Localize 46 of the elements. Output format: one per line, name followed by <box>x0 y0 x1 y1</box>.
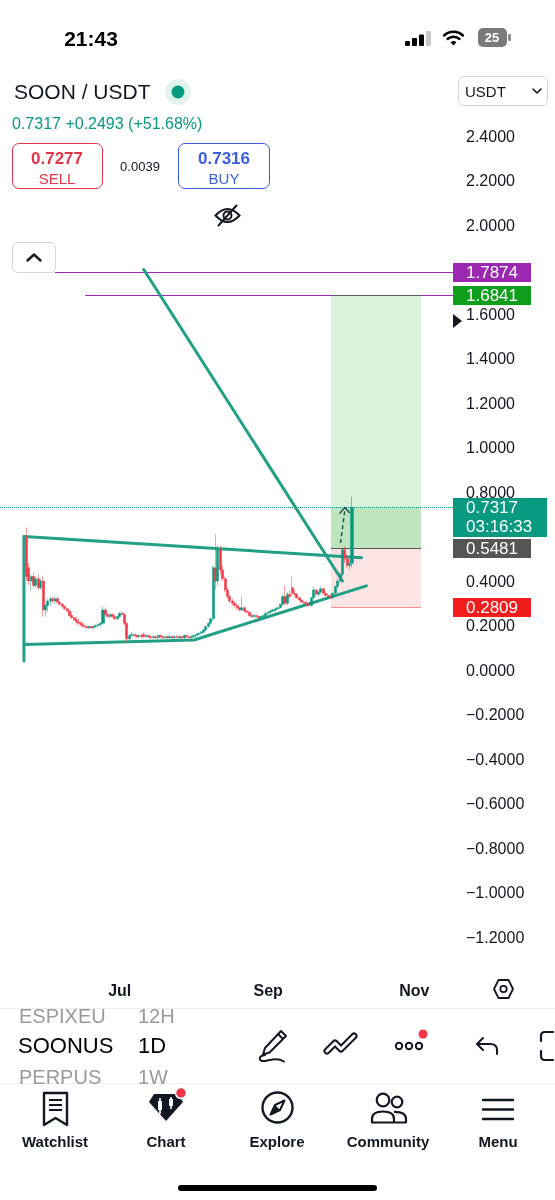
text: Community <box>346 1132 430 1150</box>
y-tick-label: −1.0000 <box>466 884 525 901</box>
text: 1W <box>138 1066 168 1088</box>
ref-line-label: 0.2809 <box>453 597 531 617</box>
text: 21:43 <box>64 26 118 50</box>
annotation: SELL <box>38 169 76 187</box>
y-tick-label: 0.0000 <box>466 661 516 679</box>
annotation: 0.7277 <box>31 148 83 168</box>
text: Watchlist <box>21 1132 89 1150</box>
y-tick-label: 1.6000 <box>466 305 516 323</box>
ref-line-label: 0.5481 <box>453 538 531 558</box>
text: Menu <box>478 1132 518 1150</box>
text: 03:16:33 <box>453 516 547 537</box>
y-tick-label: 1.0000 <box>466 439 516 456</box>
y-tick-label: 1.2000 <box>466 394 516 412</box>
x-tick-label: Nov <box>399 981 430 999</box>
y-tick-label: −0.6000 <box>466 795 525 812</box>
y-tick-label: −0.4000 <box>466 750 525 768</box>
y-tick-label: −0.8000 <box>466 839 525 857</box>
y-tick-label: 2.2000 <box>466 172 516 189</box>
x-tick-label: Sep <box>253 981 284 999</box>
y-tick-label: 1.4000 <box>466 350 516 367</box>
text: SOONUS <box>18 1033 114 1058</box>
ref-line-label: 1.6841 <box>453 285 531 305</box>
y-tick-label: 0.2000 <box>466 617 516 634</box>
text: USDT <box>465 82 506 100</box>
chart-subtitle: 0.7317 +0.2493 (+51.68%) <box>12 115 203 132</box>
text: 12H <box>138 1005 175 1027</box>
ref-line-label: 1.7874 <box>453 262 531 282</box>
text: Explore <box>249 1132 305 1150</box>
text: PERPUS <box>19 1066 102 1088</box>
y-tick-label: 2.0000 <box>466 216 516 234</box>
annotation: 0.0039 <box>120 158 160 174</box>
annotation: BUY <box>208 169 240 187</box>
text: 1D <box>138 1033 167 1058</box>
ref-line-label: 0.7317 <box>453 497 547 517</box>
x-tick-label: Jul <box>108 981 132 999</box>
y-tick-label: −1.2000 <box>466 928 525 946</box>
y-tick-label: −0.2000 <box>466 706 525 723</box>
text: Chart <box>146 1132 186 1150</box>
annotation: 0.7316 <box>198 148 250 168</box>
y-tick-label: 0.4000 <box>466 572 516 590</box>
chart-title: SOON / USDT <box>14 80 151 103</box>
text: ESPIXEU <box>19 1005 106 1027</box>
text: 25 <box>484 30 500 45</box>
y-tick-label: 2.4000 <box>466 127 516 145</box>
